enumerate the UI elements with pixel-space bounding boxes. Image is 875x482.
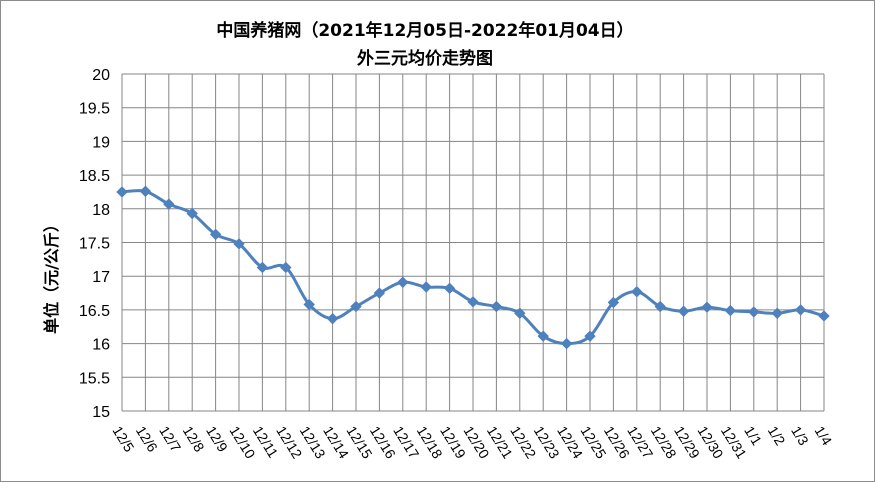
data-point xyxy=(139,185,152,197)
data-point xyxy=(233,238,245,250)
data-point xyxy=(280,261,292,274)
data-point xyxy=(631,285,643,298)
data-point xyxy=(397,276,409,288)
data-point xyxy=(724,304,737,317)
y-tick-label: 18 xyxy=(92,202,110,219)
data-point xyxy=(116,186,128,198)
data-point xyxy=(514,307,526,319)
y-tick-label: 17 xyxy=(92,269,110,286)
chart-title: 中国养猪网（2021年12月05日-2022年01月04日） xyxy=(216,20,633,41)
chart-subtitle: 外三元均价走势图 xyxy=(357,48,493,69)
data-point xyxy=(420,281,432,293)
data-point xyxy=(654,300,666,313)
data-point xyxy=(818,310,830,322)
x-tick-label: 12/5 xyxy=(109,423,137,455)
data-point xyxy=(303,298,315,311)
x-tick-label: 1/3 xyxy=(788,423,812,448)
data-point xyxy=(771,307,783,319)
x-tick-label: 12/6 xyxy=(133,423,161,455)
y-tick-label: 15.5 xyxy=(79,370,110,387)
y-tick-label: 19 xyxy=(92,134,110,151)
y-tick-label: 19.5 xyxy=(79,101,110,118)
data-point xyxy=(373,287,386,299)
y-tick-label: 18.5 xyxy=(79,168,110,185)
data-point xyxy=(701,301,713,313)
grid-lines xyxy=(121,73,825,412)
data-point xyxy=(537,330,549,342)
y-axis-label: 单位（元/公斤） xyxy=(42,216,61,334)
data-point xyxy=(209,228,222,241)
x-tick-label: 12/9 xyxy=(203,423,231,455)
y-tick-label: 17.5 xyxy=(79,236,110,253)
series-price xyxy=(116,185,830,350)
x-tick-label: 12/7 xyxy=(156,423,184,455)
y-tick-label: 15 xyxy=(92,404,110,421)
data-point xyxy=(350,300,362,313)
y-tick-label: 20 xyxy=(92,67,110,84)
data-point xyxy=(256,261,269,274)
data-point xyxy=(794,304,807,316)
y-tick-label: 16.5 xyxy=(79,303,110,320)
y-tick-label: 16 xyxy=(92,337,110,354)
data-point xyxy=(186,207,198,220)
data-point xyxy=(163,198,175,210)
x-axis-ticks: 12/512/612/712/812/912/1012/1112/1212/13… xyxy=(109,423,835,461)
data-point xyxy=(748,306,760,318)
x-tick-label: 1/4 xyxy=(811,423,835,448)
x-tick-label: 12/8 xyxy=(180,423,208,455)
y-axis-ticks: 15 15.5 16 16.5 17 17.5 18 18.5 19 19.5 20 xyxy=(79,67,110,421)
data-point xyxy=(584,330,596,342)
data-point xyxy=(326,312,339,325)
data-point xyxy=(443,282,456,295)
data-point xyxy=(677,305,690,317)
data-point xyxy=(467,296,479,308)
data-point xyxy=(560,337,573,350)
data-point xyxy=(607,296,620,309)
data-point xyxy=(490,300,503,313)
x-tick-label: 1/2 xyxy=(765,423,789,448)
